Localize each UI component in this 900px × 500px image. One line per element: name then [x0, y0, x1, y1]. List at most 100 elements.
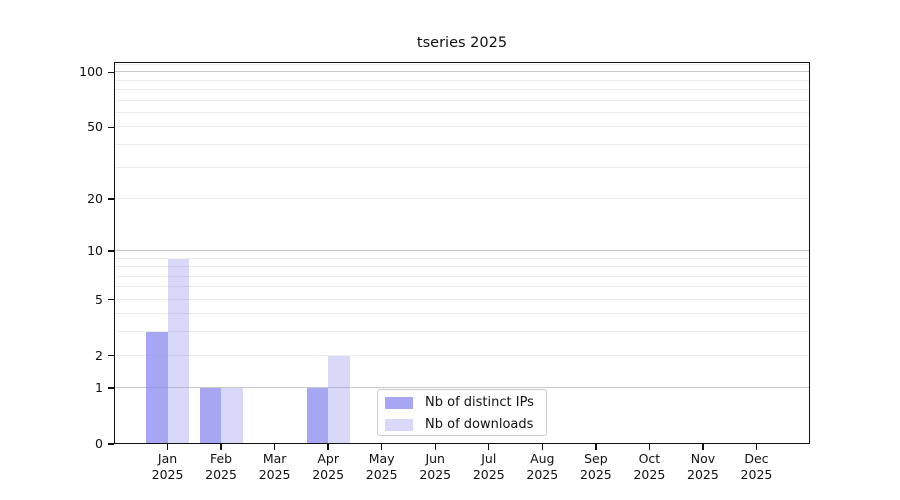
year-label: 2025 [579, 466, 612, 482]
bar-distinct-ips [146, 332, 168, 444]
year-label: 2025 [633, 466, 666, 482]
x-axis-tick [327, 444, 329, 450]
y-axis-tick-label: 10 [87, 242, 103, 258]
grid-line-minor [114, 126, 810, 128]
x-axis-tick [434, 444, 436, 450]
legend-entry: Nb of downloads [378, 415, 546, 434]
year-label: 2025 [687, 466, 719, 482]
grid-line-minor [114, 313, 810, 315]
month-label: Jul [481, 451, 497, 466]
x-axis-tick-label: Jun 2025 [405, 451, 465, 482]
grid-line-minor [114, 166, 810, 168]
grid-line-major [114, 71, 810, 73]
x-axis-tick [488, 444, 490, 450]
grid-line-minor [114, 266, 810, 268]
month-label: Jun [425, 451, 445, 466]
grid-line-minor [114, 79, 810, 81]
grid-line-minor [114, 144, 810, 146]
y-axis-tick-label: 1 [95, 380, 103, 396]
x-axis-tick-label: Aug 2025 [512, 451, 572, 482]
y-axis-tick-label: 100 [79, 64, 103, 80]
legend-swatch [385, 396, 413, 409]
grid-line-minor [114, 286, 810, 288]
plot-area [114, 62, 810, 444]
year-label: 2025 [312, 466, 345, 482]
bar-distinct-ips [306, 388, 329, 444]
grid-line-minor [114, 298, 810, 300]
grid-line-minor [114, 257, 810, 259]
month-label: Oct [638, 451, 661, 466]
y-axis-tick-label: 50 [87, 119, 103, 135]
year-label: 2025 [205, 466, 237, 482]
legend-label: Nb of distinct IPs [425, 395, 534, 410]
month-label: Feb [209, 451, 233, 466]
x-axis-tick [648, 444, 651, 450]
legend-swatch [385, 418, 413, 431]
y-axis-tick [108, 299, 114, 301]
grid-line-major [114, 387, 810, 389]
x-axis-tick-label: May 2025 [352, 451, 412, 482]
grid-line-minor [114, 89, 810, 91]
y-axis-tick [108, 387, 114, 389]
x-axis-tick-label: Nov 2025 [673, 451, 733, 482]
month-label: May [368, 451, 395, 466]
chart-title: tseries 2025 [416, 35, 508, 51]
x-axis-tick-label: Oct 2025 [619, 451, 679, 482]
year-label: 2025 [419, 466, 452, 482]
month-label: Apr [317, 451, 339, 466]
grid-line-minor [114, 331, 810, 333]
y-axis-tick-label: 20 [87, 190, 103, 206]
year-label: 2025 [526, 466, 559, 482]
bar-downloads [167, 258, 190, 444]
grid-line-minor [114, 275, 810, 277]
month-label: Nov [690, 451, 716, 466]
x-axis-tick-label: Mar 2025 [245, 451, 305, 482]
legend-entry: Nb of distinct IPs [378, 393, 546, 412]
year-label: 2025 [365, 466, 398, 482]
y-axis-tick-label: 0 [95, 436, 103, 451]
grid-line-minor [114, 99, 810, 101]
x-axis-tick [380, 444, 383, 450]
grid-line-minor [114, 354, 810, 356]
bar-downloads [221, 388, 243, 444]
grid-line-minor [114, 63, 810, 65]
y-axis-tick [108, 250, 114, 252]
y-axis-tick-label: 5 [95, 291, 103, 307]
x-axis-tick [166, 444, 169, 450]
x-axis-tick [755, 444, 758, 450]
y-axis-tick [108, 198, 114, 200]
month-label: Dec [744, 451, 769, 466]
legend: Nb of distinct IPs Nb of downloads [377, 389, 547, 436]
x-axis-tick [595, 444, 597, 450]
year-label: 2025 [472, 466, 505, 482]
month-label: Mar [262, 451, 287, 466]
x-axis-tick-label: Apr 2025 [298, 451, 358, 482]
legend-label: Nb of downloads [425, 417, 534, 432]
y-axis-tick [108, 354, 114, 357]
year-label: 2025 [258, 466, 291, 482]
bar-downloads [328, 355, 350, 444]
grid-line-minor [114, 197, 810, 199]
y-axis-tick [108, 71, 114, 74]
x-axis-tick-label: Jul 2025 [459, 451, 519, 482]
year-label: 2025 [740, 466, 773, 482]
x-axis-tick-label: Jan 2025 [138, 451, 198, 482]
x-axis-tick [702, 444, 704, 450]
grid-line-major [114, 249, 810, 251]
y-axis-tick [108, 126, 114, 129]
x-axis-tick-label: Dec 2025 [726, 451, 786, 482]
y-axis-tick [108, 443, 114, 445]
x-axis-tick-label: Feb 2025 [191, 451, 251, 482]
x-axis-tick [273, 444, 276, 450]
x-axis-tick-label: Sep 2025 [566, 451, 626, 482]
y-axis-tick-label: 2 [95, 347, 103, 363]
x-axis-tick [541, 444, 543, 450]
bar-distinct-ips [199, 388, 222, 444]
x-axis-tick [220, 444, 222, 450]
month-label: Aug [530, 451, 555, 466]
grid-line-minor [114, 112, 810, 114]
month-label: Sep [584, 451, 608, 466]
month-label: Jan [157, 451, 178, 466]
year-label: 2025 [151, 466, 184, 482]
